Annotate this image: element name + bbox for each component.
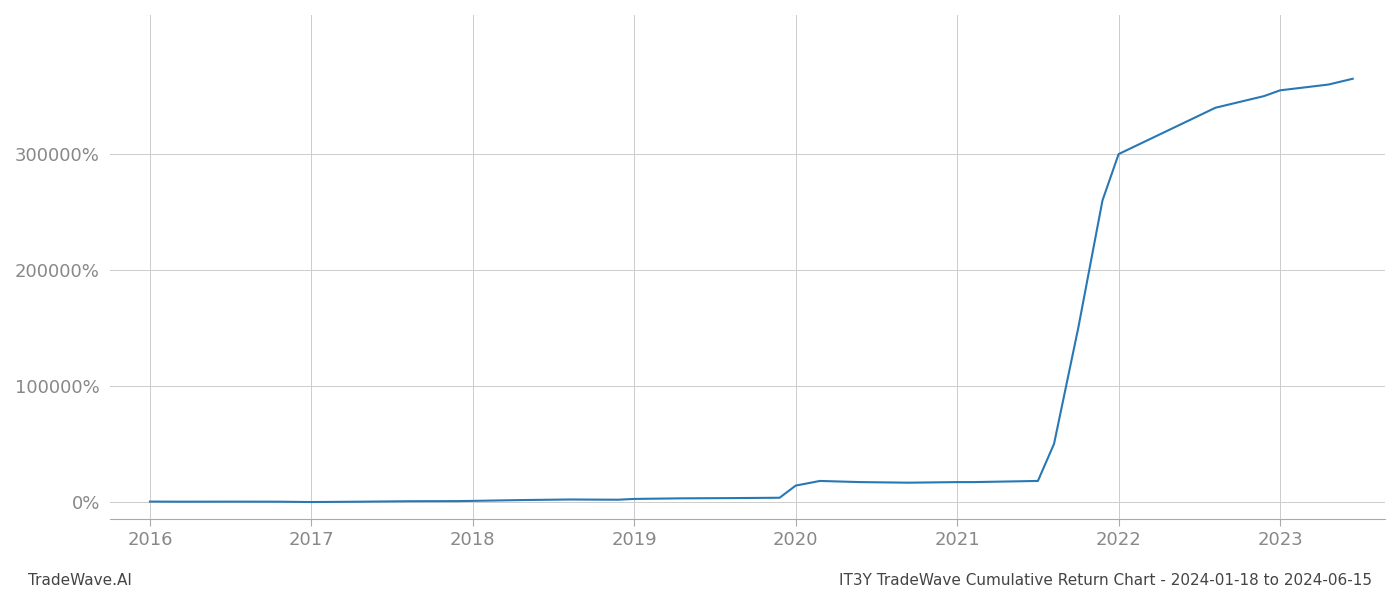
Text: TradeWave.AI: TradeWave.AI — [28, 573, 132, 588]
Text: IT3Y TradeWave Cumulative Return Chart - 2024-01-18 to 2024-06-15: IT3Y TradeWave Cumulative Return Chart -… — [839, 573, 1372, 588]
